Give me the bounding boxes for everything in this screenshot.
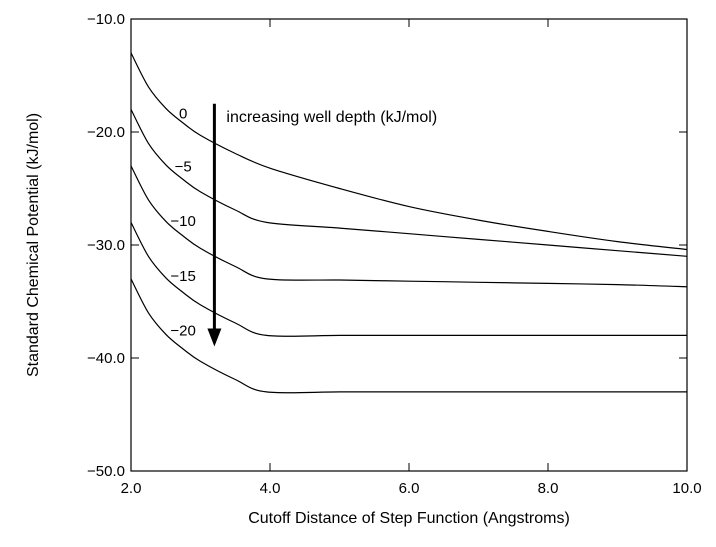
- curve-label: 0: [179, 105, 187, 122]
- curve-well-depth-4: [130, 278, 687, 394]
- curve-label: −5: [175, 159, 192, 176]
- x-tick-label: 4.0: [260, 480, 281, 497]
- y-tick-label: −10.0: [87, 11, 125, 28]
- arrow-head-icon: [207, 328, 222, 347]
- x-tick-label: 2.0: [121, 480, 142, 497]
- well-depth-annotation-text: increasing well depth (kJ/mol): [226, 109, 437, 126]
- curve-label: −20: [170, 322, 195, 339]
- y-tick-label: −20.0: [87, 124, 125, 141]
- curve-well-depth-2: [130, 165, 688, 288]
- x-tick-label: 8.0: [538, 480, 559, 497]
- curve-well-depth-3: [130, 222, 687, 337]
- y-axis-label: Standard Chemical Potential (kJ/mol): [25, 113, 42, 377]
- curve-label: −10: [170, 213, 195, 230]
- y-tick-label: −40.0: [87, 350, 125, 367]
- curve-label: −15: [170, 268, 195, 285]
- y-tick-label: −30.0: [87, 237, 125, 254]
- curve-well-depth-1: [130, 109, 688, 257]
- x-axis-label: Cutoff Distance of Step Function (Angstr…: [248, 510, 570, 527]
- curve-labels: 0 −5 −10 −15 −20: [170, 105, 195, 339]
- x-tick-label: 10.0: [672, 480, 701, 497]
- curve-well-depth-0: [130, 52, 688, 251]
- curves: [130, 52, 688, 394]
- plot-axes: 2.0 4.0 6.0 8.0 10.0 −10.0 −20.0 −30.0 −40.0 −50.…: [87, 11, 702, 497]
- x-tick-label: 6.0: [399, 480, 420, 497]
- y-tick-label: −50.0: [87, 463, 125, 480]
- well-depth-annotation: increasing well depth (kJ/mol): [207, 103, 437, 347]
